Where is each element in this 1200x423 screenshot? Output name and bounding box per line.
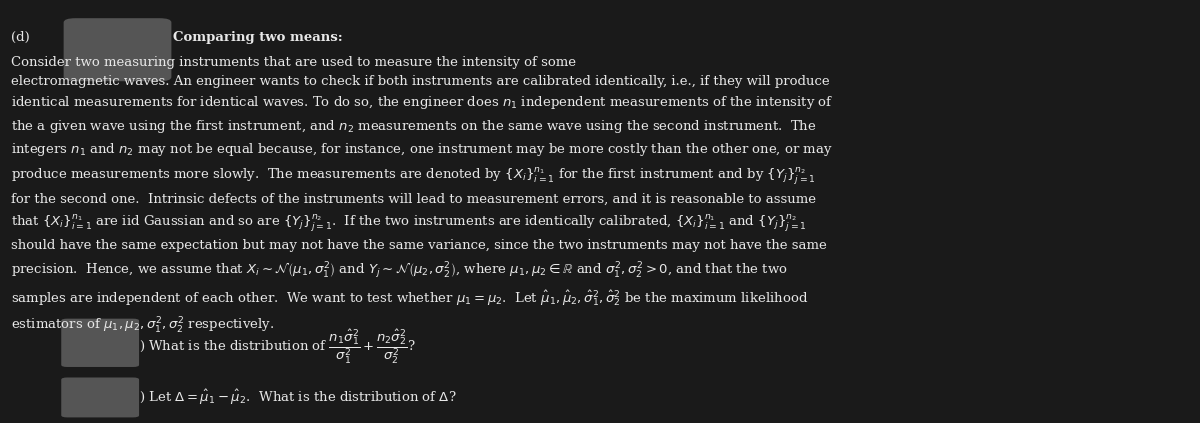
FancyBboxPatch shape — [61, 377, 139, 418]
Text: ) Let $\Delta = \hat{\mu}_1 - \hat{\mu}_2$.  What is the distribution of $\Delta: ) Let $\Delta = \hat{\mu}_1 - \hat{\mu}_… — [139, 388, 457, 407]
Text: Consider two measuring instruments that are used to measure the intensity of som: Consider two measuring instruments that … — [11, 56, 834, 336]
Text: (d): (d) — [11, 31, 30, 44]
FancyBboxPatch shape — [64, 18, 172, 81]
Text: Comparing two means:: Comparing two means: — [173, 31, 342, 44]
Text: ) What is the distribution of $\dfrac{n_1\hat{\sigma}_1^2}{\sigma_1^2} + \dfrac{: ) What is the distribution of $\dfrac{n_… — [139, 327, 416, 365]
FancyBboxPatch shape — [61, 319, 139, 367]
